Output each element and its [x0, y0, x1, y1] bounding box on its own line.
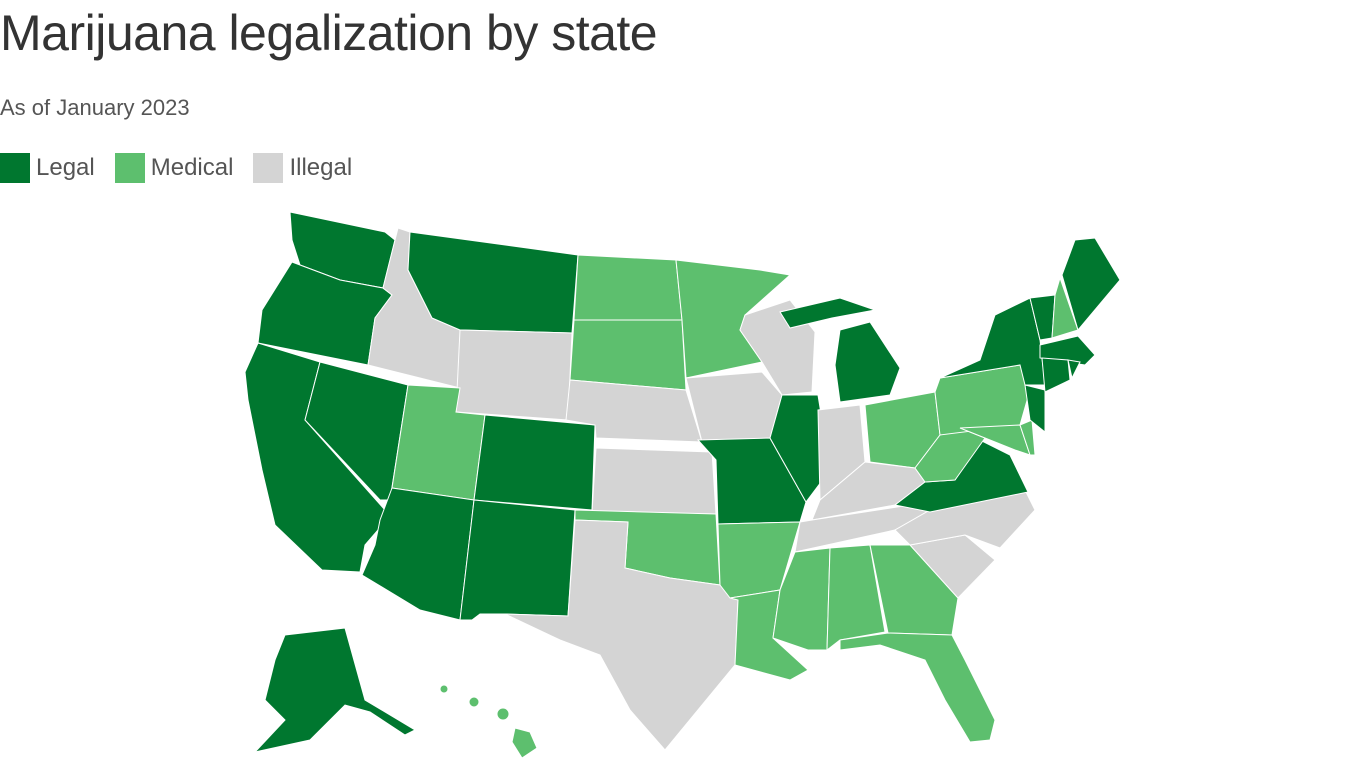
- legend-swatch: [114, 153, 145, 183]
- subtitle: As of January 2023: [0, 95, 190, 120]
- legend-label: Illegal: [289, 154, 353, 181]
- state-region: [769, 394, 831, 503]
- state-region: [1041, 357, 1071, 393]
- legend-label: Legal: [36, 154, 95, 181]
- legend-swatch: [0, 153, 30, 183]
- state-region: [565, 379, 703, 443]
- state-region: [869, 544, 959, 636]
- legend-item: Legal: [0, 153, 95, 183]
- state-region: [504, 519, 739, 751]
- state-region: [1024, 384, 1046, 434]
- state-region: [253, 627, 417, 753]
- state-region: [834, 321, 901, 403]
- state-region: [569, 319, 687, 391]
- legend-swatch: [253, 153, 284, 183]
- state-region: [779, 297, 877, 329]
- state-region: [1067, 359, 1081, 380]
- state-region: [894, 489, 1036, 549]
- state-region: [407, 231, 579, 334]
- state-region: [826, 544, 886, 652]
- legend-item: Illegal: [253, 153, 352, 183]
- state-region: [573, 254, 683, 321]
- state-region: [1039, 335, 1096, 366]
- state-region: [1061, 237, 1121, 332]
- state-region: [591, 447, 717, 515]
- state-region: [459, 499, 576, 621]
- state-region: [468, 696, 480, 708]
- legend-label: Medical: [150, 154, 234, 181]
- state-region: [496, 707, 510, 721]
- state-region: [511, 727, 538, 759]
- state-region: [455, 329, 573, 421]
- legend: Legal Medical Illegal: [0, 153, 352, 183]
- title: Marijuana legalization by state: [0, 5, 658, 61]
- state-region: [959, 424, 1031, 456]
- legend-item: Medical: [114, 153, 234, 183]
- state-region: [1019, 419, 1036, 456]
- state-region: [685, 371, 783, 443]
- state-region: [473, 414, 596, 511]
- state-region: [304, 361, 409, 501]
- state-region: [839, 632, 996, 743]
- state-region: [439, 684, 449, 694]
